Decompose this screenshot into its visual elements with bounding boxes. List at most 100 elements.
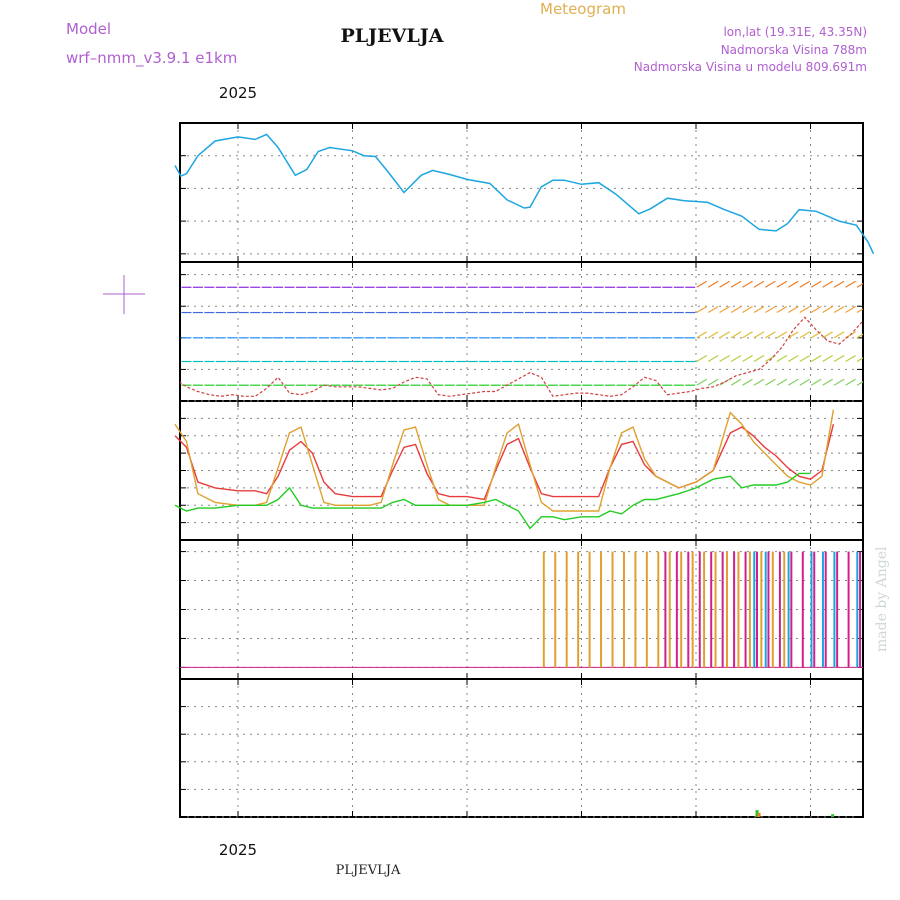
- wind-arrow: [799, 378, 811, 386]
- wind-arrow: [696, 306, 708, 314]
- wind-arrow: [799, 280, 811, 288]
- cloud-bar: [813, 551, 816, 668]
- wind-arrow: [696, 378, 708, 386]
- wind-field: [180, 280, 863, 397]
- wind-arrow: [719, 354, 730, 363]
- cloud-bar: [634, 551, 637, 668]
- wind-arrow: [799, 331, 811, 339]
- wind-arrow: [719, 306, 730, 314]
- station-title: PLJEVLJA: [341, 25, 444, 47]
- cloud-bar: [600, 551, 603, 668]
- cloud-bar: [698, 551, 701, 668]
- wind-arrow: [765, 378, 776, 386]
- wind-arrow: [765, 306, 776, 314]
- wind-arrow: [810, 378, 822, 386]
- wind-arrow: [707, 306, 719, 314]
- wind-arrow: [742, 378, 753, 386]
- product-title: Meteogram: [540, 0, 626, 18]
- wind-arrow: [742, 354, 753, 363]
- wind-arrow: [753, 306, 765, 314]
- wind-arrow: [707, 354, 719, 363]
- wind-arrow: [776, 280, 788, 288]
- wind-arrow: [833, 354, 845, 363]
- wind-arrow: [696, 354, 708, 363]
- wind-arrow: [822, 331, 833, 339]
- model-elevation-label: Nadmorska Visina u modelu 809.691m: [634, 60, 867, 74]
- wind-arrow: [788, 306, 799, 314]
- wind-arrow: [776, 354, 788, 363]
- cloud-bar: [767, 551, 770, 668]
- elevation-label: Nadmorska Visina 788m: [721, 43, 867, 57]
- wind-arrow: [845, 306, 856, 314]
- wind-arrow: [788, 280, 799, 288]
- cloud-bar: [783, 551, 786, 668]
- cloud-bar: [675, 551, 678, 668]
- model-label: Model: [66, 20, 111, 38]
- wind-arrow: [799, 354, 811, 363]
- cloud-bar: [760, 551, 763, 668]
- cloud-bar: [687, 551, 690, 668]
- cloud-bar: [833, 551, 836, 668]
- cloud-bar: [588, 551, 591, 668]
- wind-arrow: [833, 331, 845, 339]
- wind-arrow: [753, 378, 765, 386]
- cloud-bar: [821, 551, 824, 668]
- temp-line-2: [174, 472, 811, 530]
- cloud-bar: [824, 551, 827, 668]
- wind-arrow: [822, 378, 833, 386]
- wind-arrow: [788, 378, 799, 386]
- precip-bar: [831, 814, 835, 817]
- wind-arrow: [845, 354, 856, 363]
- cloud-bar: [710, 551, 713, 668]
- cloud-bar: [680, 551, 683, 668]
- wind-arrow: [753, 354, 765, 363]
- cloud-bar: [836, 551, 839, 668]
- footer-station: PLJEVLJA: [336, 863, 401, 878]
- wind-arrow: [776, 378, 788, 386]
- cloud-bar: [622, 551, 625, 668]
- cloud-bar: [565, 551, 568, 668]
- cloud-bar: [645, 551, 648, 668]
- wind-arrow: [730, 354, 742, 363]
- cloud-bar: [703, 551, 706, 668]
- wind-arrow: [810, 280, 822, 288]
- wind-arrow: [730, 306, 742, 314]
- wind-arrow: [696, 331, 708, 339]
- cloud-bar: [744, 551, 747, 668]
- cloud-bar: [725, 551, 728, 668]
- wind-arrow: [856, 282, 863, 288]
- wind-arrow: [707, 280, 719, 288]
- cloud-bar: [778, 551, 781, 668]
- cloud-bar: [733, 551, 736, 668]
- wind-arrow: [730, 378, 742, 386]
- wind-arrow: [742, 280, 753, 288]
- wind-arrow: [776, 306, 788, 314]
- panel-frame: [179, 400, 864, 541]
- wind-arrow: [719, 331, 730, 339]
- cloud-bar: [664, 551, 667, 668]
- panel-frame: [179, 678, 864, 818]
- cloud-bar: [611, 551, 614, 668]
- wind-arrow: [810, 354, 822, 363]
- wind-arrow: [776, 331, 788, 339]
- cloud-bar: [790, 551, 793, 668]
- cloud-bar: [764, 551, 767, 668]
- wind-arrow: [707, 378, 719, 386]
- model-name: wrf–nmm_v3.9.1 e1km: [66, 49, 237, 68]
- precip-bar: [757, 812, 761, 817]
- wind-arrow: [753, 331, 765, 339]
- wind-speed-line: [180, 316, 863, 397]
- wind-arrow: [833, 378, 845, 386]
- cloud-bar: [542, 551, 545, 668]
- cloud-bar: [753, 551, 756, 668]
- wind-arrow: [856, 357, 863, 363]
- bottom-year-label: 2025: [219, 841, 257, 859]
- precip-bar: [755, 810, 759, 817]
- wind-arrow: [856, 380, 863, 386]
- cloud-bar: [737, 551, 740, 668]
- cloud-bar: [714, 551, 717, 668]
- wind-arrow: [833, 306, 845, 314]
- wind-arrow: [719, 280, 730, 288]
- cloud-bar: [721, 551, 724, 668]
- wind-arrow: [833, 280, 845, 288]
